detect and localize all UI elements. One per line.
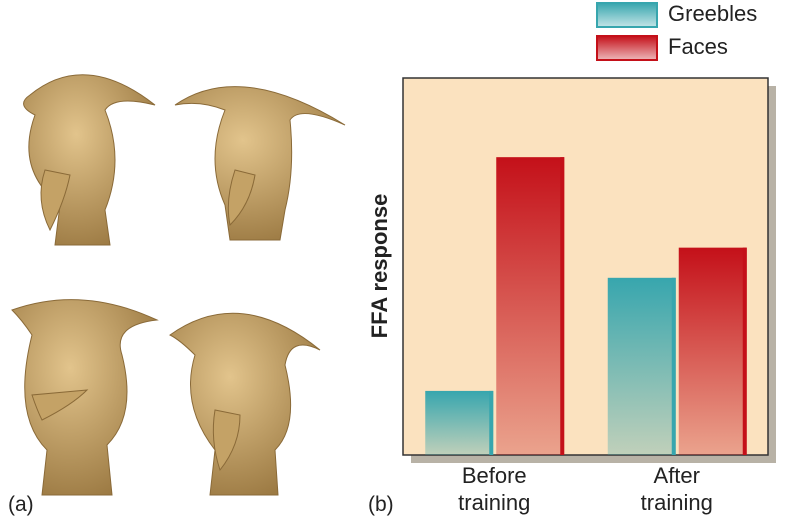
bar: [678, 247, 747, 455]
x-tick-label: Before training: [458, 463, 531, 515]
panel-label: (a): [8, 493, 34, 516]
bar-edge: [489, 390, 494, 455]
bar-edge: [560, 157, 565, 456]
bar-edge: [742, 247, 747, 455]
bar: [425, 390, 494, 455]
legend-label: Faces: [668, 34, 728, 59]
bar: [496, 157, 565, 456]
legend-swatch: [596, 2, 658, 28]
y-axis-label: FFA response: [367, 194, 392, 339]
x-tick-label: After training: [640, 463, 713, 515]
panel-label: (b): [368, 493, 394, 516]
legend-swatch: [596, 35, 658, 61]
bar: [607, 277, 676, 455]
bar-edge: [671, 277, 676, 455]
greeble-drawings: [11, 74, 346, 496]
legend-label: Greebles: [668, 1, 757, 26]
